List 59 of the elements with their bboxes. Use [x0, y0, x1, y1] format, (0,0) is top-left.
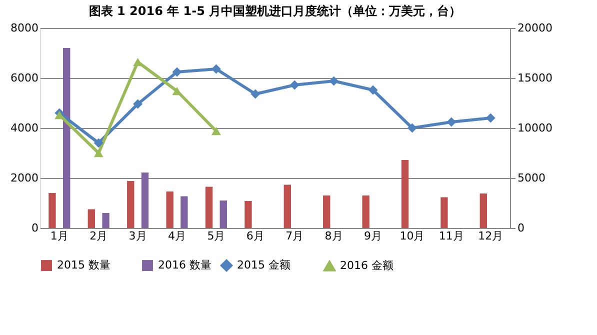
y-tick-label: 6000	[10, 72, 38, 84]
y2-tick-label: 10000	[518, 122, 552, 134]
point	[446, 117, 456, 127]
point	[211, 64, 221, 74]
point	[250, 89, 260, 99]
bar	[220, 200, 227, 228]
y-tick-label: 2000	[10, 172, 38, 184]
bar	[62, 48, 70, 228]
point	[407, 123, 417, 133]
y2-tick-label: 15000	[518, 72, 552, 84]
point	[211, 126, 221, 136]
x-tick-label: 9月	[364, 230, 382, 242]
bar	[102, 213, 110, 228]
bar	[127, 181, 134, 228]
chart-title: 图表 1 2016 年 1-5 月中国塑机进口月度统计（单位：万美元，台）	[88, 4, 462, 18]
legend-label: 2016 数量	[158, 258, 212, 272]
y-tick-label: 4000	[10, 122, 38, 134]
point	[486, 113, 496, 123]
bar	[244, 201, 252, 228]
point	[329, 76, 339, 86]
legend-label: 2016 金额	[340, 258, 394, 272]
bar	[401, 160, 409, 228]
x-tick-label: 3月	[128, 230, 147, 242]
x-tick-label: 2月	[90, 230, 108, 242]
bar	[88, 209, 96, 228]
point	[172, 86, 182, 96]
x-tick-label: 11月	[438, 230, 464, 242]
point	[133, 99, 143, 109]
bar	[284, 184, 292, 228]
y-tick-label: 8000	[10, 22, 38, 34]
x-tick-label: 12月	[478, 230, 504, 242]
bar	[323, 196, 330, 228]
x-tick-label: 6月	[246, 230, 264, 242]
y-tick-label: 0	[32, 222, 38, 234]
point	[172, 67, 182, 77]
legend-label: 2015 数量	[57, 258, 110, 272]
point	[133, 58, 143, 66]
bar	[180, 196, 188, 228]
x-tick-label: 1月	[50, 230, 68, 242]
x-tick-label: 5月	[207, 230, 226, 242]
y2-tick-label: 20000	[518, 22, 552, 34]
point	[94, 138, 104, 148]
bar	[362, 196, 370, 228]
x-tick-label: 8月	[324, 230, 343, 242]
legend-label: 2015 金额	[237, 258, 290, 272]
bar	[205, 186, 213, 228]
point	[94, 148, 104, 158]
bar	[480, 194, 488, 228]
x-tick-label: 7月	[286, 230, 304, 242]
x-tick-label: 4月	[168, 230, 186, 242]
bar	[141, 172, 149, 228]
y2-tick-label: 5000	[518, 172, 546, 184]
bar	[440, 197, 448, 228]
bar	[166, 192, 174, 228]
point	[290, 80, 300, 90]
x-tick-label: 10月	[400, 230, 425, 242]
bar	[48, 193, 56, 228]
point	[368, 85, 378, 95]
y2-tick-label: 0	[518, 222, 524, 234]
